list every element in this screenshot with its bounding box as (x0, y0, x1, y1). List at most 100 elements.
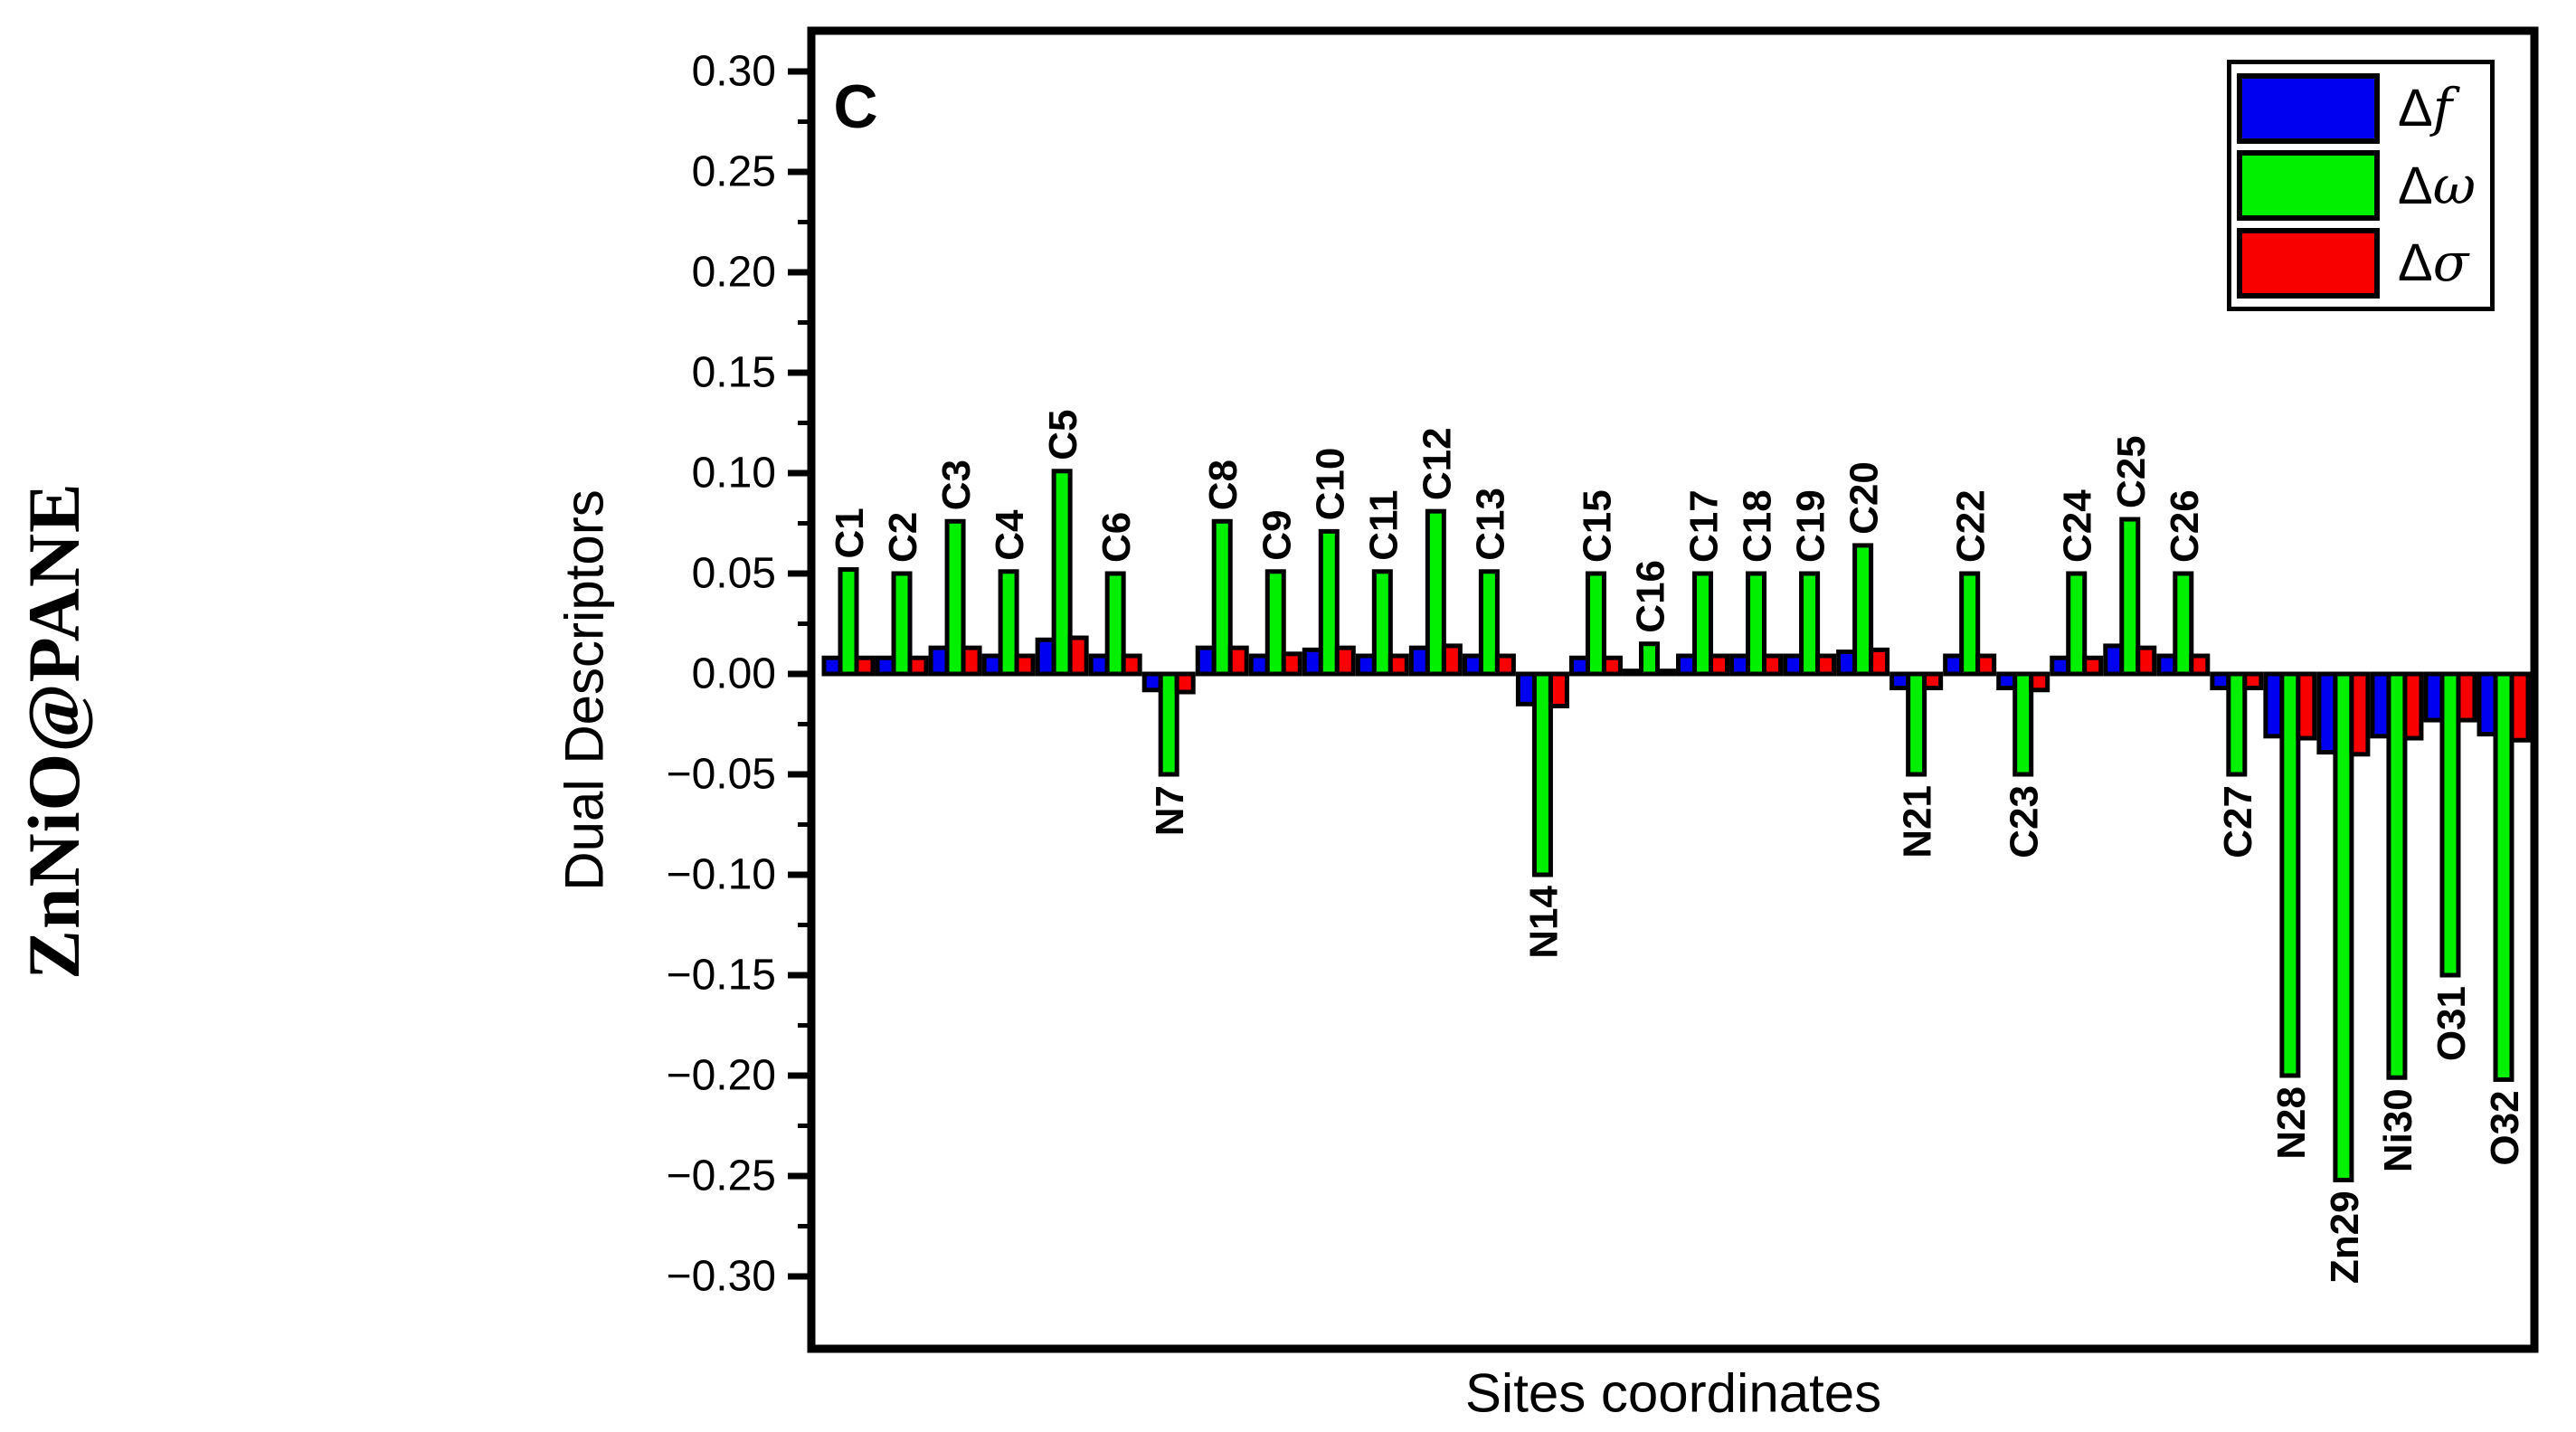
bar-Δσ-C13 (1494, 653, 1516, 677)
bar-Δf-C6 (1088, 653, 1110, 677)
bar-Δf-O31 (2423, 671, 2445, 723)
y-tick-label: 0.30 (692, 48, 776, 96)
bar-Δω-C11 (1371, 569, 1393, 677)
bar-Δf-C27 (2210, 671, 2231, 691)
bar-Δσ-C5 (1067, 635, 1089, 677)
legend-row: Δσ (2237, 227, 2490, 299)
bar-Δω-C15 (1585, 571, 1606, 677)
bar-label-C1: C1 (828, 507, 872, 558)
bar-Δω-N28 (2279, 671, 2301, 1078)
x-axis-label: Sites coordinates (1464, 1362, 1882, 1424)
bar-Δf-C26 (2156, 653, 2178, 677)
bar-Δω-C22 (1959, 571, 1981, 677)
bar-Δω-C13 (1478, 569, 1500, 677)
bar-Δσ-C3 (961, 645, 982, 677)
bar-label-C20: C20 (1842, 461, 1887, 535)
bar-Δσ-C17 (1709, 653, 1730, 677)
bar-Δω-C17 (1692, 571, 1714, 677)
bar-Δσ-C8 (1227, 645, 1249, 677)
bar-label-C2: C2 (881, 512, 925, 563)
bar-Δf-N7 (1141, 671, 1163, 693)
bar-label-C3: C3 (934, 460, 979, 510)
legend-swatch-Δσ (2237, 227, 2380, 299)
bar-Δω-C4 (998, 569, 1019, 677)
bar-Δf-Ni30 (2370, 671, 2391, 739)
bar-Δω-C2 (891, 571, 913, 677)
bar-Δσ-C22 (1975, 653, 1997, 677)
legend-label: Δω (2398, 154, 2477, 216)
bar-Δσ-C10 (1334, 645, 1356, 677)
bar-Δσ-N14 (1548, 671, 1569, 709)
bar-label-C18: C18 (1736, 489, 1780, 563)
bar-Δσ-C6 (1121, 653, 1142, 677)
bar-Δω-N21 (1906, 671, 1927, 777)
bar-Δf-C10 (1302, 647, 1323, 677)
bar-Δω-Zn29 (2333, 671, 2354, 1182)
y-tick-label: 0.25 (692, 148, 776, 196)
bar-Δf-C17 (1676, 653, 1698, 677)
panel-label: C (833, 72, 878, 141)
legend-label: Δf (2398, 77, 2453, 138)
bar-Δσ-C2 (907, 655, 929, 677)
bar-Δσ-C19 (1815, 653, 1837, 677)
bar-label-C22: C22 (1949, 489, 1994, 563)
bar-Δω-C8 (1211, 518, 1233, 677)
bar-label-C13: C13 (1468, 488, 1512, 561)
bar-Δf-N14 (1515, 671, 1537, 707)
bar-Δω-Ni30 (2386, 671, 2408, 1080)
bar-Δσ-N21 (1922, 671, 1944, 691)
bar-label-C26: C26 (2163, 489, 2207, 563)
bar-Δω-O31 (2439, 671, 2461, 978)
bar-label-C4: C4 (988, 509, 1032, 561)
bar-Δσ-C4 (1014, 653, 1036, 677)
bar-label-Ni30: Ni30 (2376, 1088, 2420, 1172)
bar-label-C23: C23 (2003, 785, 2047, 858)
bar-Δf-C25 (2103, 643, 2125, 677)
bar-label-N21: N21 (1896, 785, 1940, 858)
bar-Δf-C11 (1355, 653, 1377, 677)
bar-Δσ-Ni30 (2402, 671, 2424, 741)
bar-Δσ-C12 (1441, 643, 1463, 677)
bar-Δσ-C25 (2136, 645, 2157, 677)
bar-Δf-C16 (1622, 669, 1643, 677)
bar-Δf-N28 (2263, 671, 2285, 739)
bar-Δf-C15 (1568, 655, 1590, 677)
bar-Δω-N7 (1158, 671, 1179, 777)
bar-Δω-C27 (2226, 671, 2248, 777)
bar-Δσ-C18 (1762, 653, 1784, 677)
bar-label-N7: N7 (1148, 785, 1192, 836)
bar-Δσ-C1 (854, 655, 876, 677)
bar-Δf-C13 (1462, 653, 1483, 677)
bar-Δσ-C24 (2082, 655, 2104, 677)
y-tick-label: 0.05 (692, 550, 776, 598)
bar-Δf-C12 (1408, 645, 1430, 677)
y-tick-label: −0.25 (667, 1152, 776, 1200)
bar-Δω-C24 (2066, 571, 2088, 677)
bar-label-O31: O31 (2429, 986, 2474, 1061)
bar-Δf-C1 (821, 655, 843, 677)
bar-label-C27: C27 (2216, 785, 2260, 858)
bar-label-C25: C25 (2109, 435, 2154, 508)
bar-Δf-O32 (2477, 671, 2498, 737)
bar-Δσ-C16 (1654, 669, 1676, 677)
y-tick-label: −0.15 (667, 952, 776, 1000)
bar-Δf-C5 (1035, 637, 1056, 677)
bar-label-C8: C8 (1201, 460, 1245, 510)
bar-Δσ-O32 (2509, 671, 2531, 743)
bar-Δσ-O31 (2456, 671, 2477, 723)
bar-Δf-C4 (981, 653, 1003, 677)
bar-Δσ-N7 (1174, 671, 1196, 695)
legend-swatch-Δω (2237, 150, 2380, 221)
bar-Δσ-C11 (1387, 653, 1409, 677)
bar-Δf-Zn29 (2316, 671, 2338, 755)
plot-border (807, 26, 2539, 1353)
y-tick-label: 0.00 (692, 650, 776, 698)
bar-label-C15: C15 (1575, 489, 1619, 563)
bar-Δω-C6 (1104, 571, 1126, 677)
bar-Δσ-C9 (1281, 651, 1302, 677)
bar-label-O32: O32 (2483, 1090, 2527, 1165)
bar-label-C5: C5 (1041, 410, 1085, 460)
bar-Δσ-N28 (2296, 671, 2317, 741)
